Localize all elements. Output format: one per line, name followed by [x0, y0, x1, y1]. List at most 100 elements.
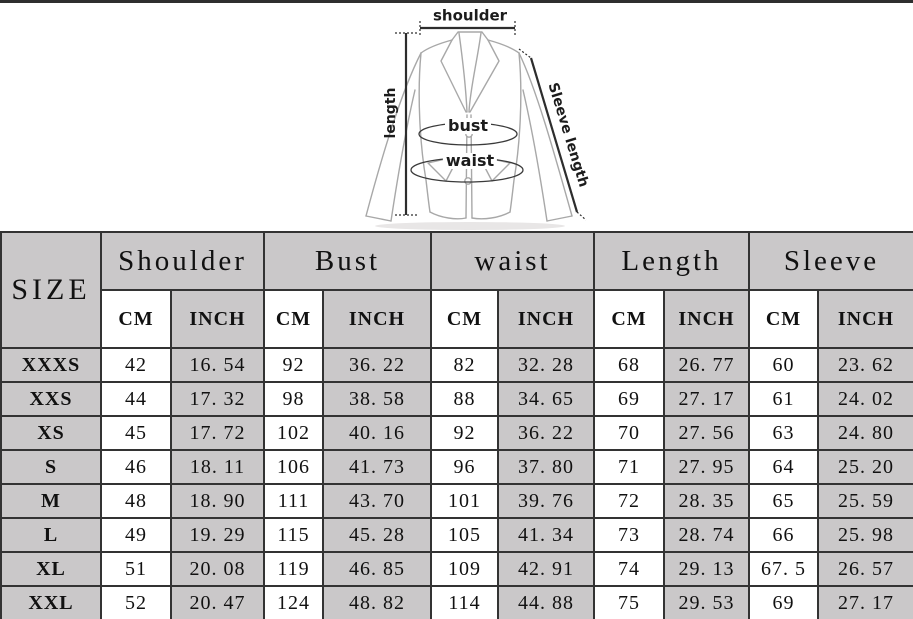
cm-value-cell: 98 [263, 381, 324, 417]
cm-value-cell: 124 [263, 585, 324, 619]
inch-value-cell: 28. 35 [663, 483, 750, 519]
measurement-lines [395, 21, 587, 221]
inch-value-cell: 25. 98 [817, 517, 913, 553]
cm-value-cell: 75 [593, 585, 665, 619]
cm-value-cell: 72 [593, 483, 665, 519]
inch-value-cell: 16. 54 [170, 347, 265, 383]
size-cell: S [0, 449, 102, 485]
size-table: SIZE Shoulder Bust waist Length Sleeve C… [0, 231, 913, 619]
cm-value-cell: 109 [430, 551, 499, 587]
top-divider-line [0, 0, 913, 3]
cm-value-cell: 48 [100, 483, 172, 519]
unit-header-inch: INCH [663, 289, 750, 349]
cm-value-cell: 67. 5 [748, 551, 819, 587]
inch-value-cell: 24. 02 [817, 381, 913, 417]
size-cell: XXL [0, 585, 102, 619]
cm-value-cell: 102 [263, 415, 324, 451]
cm-value-cell: 69 [748, 585, 819, 619]
cm-value-cell: 60 [748, 347, 819, 383]
label-length: length [383, 87, 399, 139]
label-shoulder: shoulder [432, 6, 508, 25]
inch-value-cell: 28. 74 [663, 517, 750, 553]
inch-value-cell: 18. 90 [170, 483, 265, 519]
cm-value-cell: 82 [430, 347, 499, 383]
cm-value-cell: 45 [100, 415, 172, 451]
size-row: XS 45 17. 72 102 40. 16 92 36. 22 70 27. 56 63 24.… [0, 415, 913, 451]
cm-value-cell: 96 [430, 449, 499, 485]
inch-value-cell: 18. 11 [170, 449, 265, 485]
jacket-shadow [375, 222, 565, 230]
inch-value-cell: 27. 17 [817, 585, 913, 619]
inch-value-cell: 23. 62 [817, 347, 913, 383]
size-cell: M [0, 483, 102, 519]
cm-value-cell: 74 [593, 551, 665, 587]
cm-value-cell: 51 [100, 551, 172, 587]
measurement-diagram: shoulder length bust waist Sleeve length [0, 0, 913, 231]
inch-value-cell: 25. 20 [817, 449, 913, 485]
label-bust: bust [444, 118, 492, 134]
group-header-sleeve: Sleeve [748, 231, 913, 291]
size-row: XXS 44 17. 32 98 38. 58 88 34. 65 69 27. 17 61 24.… [0, 381, 913, 417]
size-row: L 49 19. 29 115 45. 28 105 41. 34 73 28. 74 66 25.… [0, 517, 913, 553]
inch-value-cell: 27. 56 [663, 415, 750, 451]
cm-value-cell: 73 [593, 517, 665, 553]
unit-header-inch: INCH [817, 289, 913, 349]
cm-value-cell: 71 [593, 449, 665, 485]
inch-value-cell: 20. 08 [170, 551, 265, 587]
cm-value-cell: 105 [430, 517, 499, 553]
group-header-bust: Bust [263, 231, 432, 291]
size-cell: XS [0, 415, 102, 451]
inch-value-cell: 46. 85 [322, 551, 432, 587]
inch-value-cell: 44. 88 [497, 585, 595, 619]
cm-value-cell: 64 [748, 449, 819, 485]
inch-value-cell: 37. 80 [497, 449, 595, 485]
cm-value-cell: 68 [593, 347, 665, 383]
size-row: XXXS 42 16. 54 92 36. 22 82 32. 28 68 26. 77 60 23… [0, 347, 913, 383]
inch-value-cell: 41. 73 [322, 449, 432, 485]
inch-value-cell: 45. 28 [322, 517, 432, 553]
inch-value-cell: 40. 16 [322, 415, 432, 451]
cm-value-cell: 111 [263, 483, 324, 519]
cm-value-cell: 92 [263, 347, 324, 383]
cm-value-cell: 114 [430, 585, 499, 619]
cm-value-cell: 70 [593, 415, 665, 451]
cm-value-cell: 52 [100, 585, 172, 619]
inch-value-cell: 25. 59 [817, 483, 913, 519]
inch-value-cell: 38. 58 [322, 381, 432, 417]
inch-value-cell: 19. 29 [170, 517, 265, 553]
cm-value-cell: 101 [430, 483, 499, 519]
cm-value-cell: 88 [430, 381, 499, 417]
size-cell: XXS [0, 381, 102, 417]
unit-header-cm: CM [263, 289, 324, 349]
unit-header-inch: INCH [497, 289, 595, 349]
size-row: M 48 18. 90 111 43. 70 101 39. 76 72 28. 35 65 25.… [0, 483, 913, 519]
unit-header-cm: CM [100, 289, 172, 349]
cm-value-cell: 42 [100, 347, 172, 383]
cm-value-cell: 119 [263, 551, 324, 587]
group-header-shoulder: Shoulder [100, 231, 265, 291]
cm-value-cell: 44 [100, 381, 172, 417]
group-header-length: Length [593, 231, 750, 291]
inch-value-cell: 27. 95 [663, 449, 750, 485]
inch-value-cell: 29. 13 [663, 551, 750, 587]
cm-value-cell: 49 [100, 517, 172, 553]
inch-value-cell: 36. 22 [497, 415, 595, 451]
inch-value-cell: 41. 34 [497, 517, 595, 553]
cm-value-cell: 69 [593, 381, 665, 417]
inch-value-cell: 27. 17 [663, 381, 750, 417]
cm-value-cell: 106 [263, 449, 324, 485]
inch-value-cell: 24. 80 [817, 415, 913, 451]
unit-header-cm: CM [430, 289, 499, 349]
size-column-header: SIZE [0, 231, 102, 349]
inch-value-cell: 36. 22 [322, 347, 432, 383]
inch-value-cell: 20. 47 [170, 585, 265, 619]
inch-value-cell: 39. 76 [497, 483, 595, 519]
size-row: XL 51 20. 08 119 46. 85 109 42. 91 74 29. 13 67. … [0, 551, 913, 587]
label-waist: waist [442, 153, 498, 169]
inch-value-cell: 34. 65 [497, 381, 595, 417]
unit-header-cm: CM [748, 289, 819, 349]
size-cell: XL [0, 551, 102, 587]
cm-value-cell: 66 [748, 517, 819, 553]
inch-value-cell: 26. 57 [817, 551, 913, 587]
